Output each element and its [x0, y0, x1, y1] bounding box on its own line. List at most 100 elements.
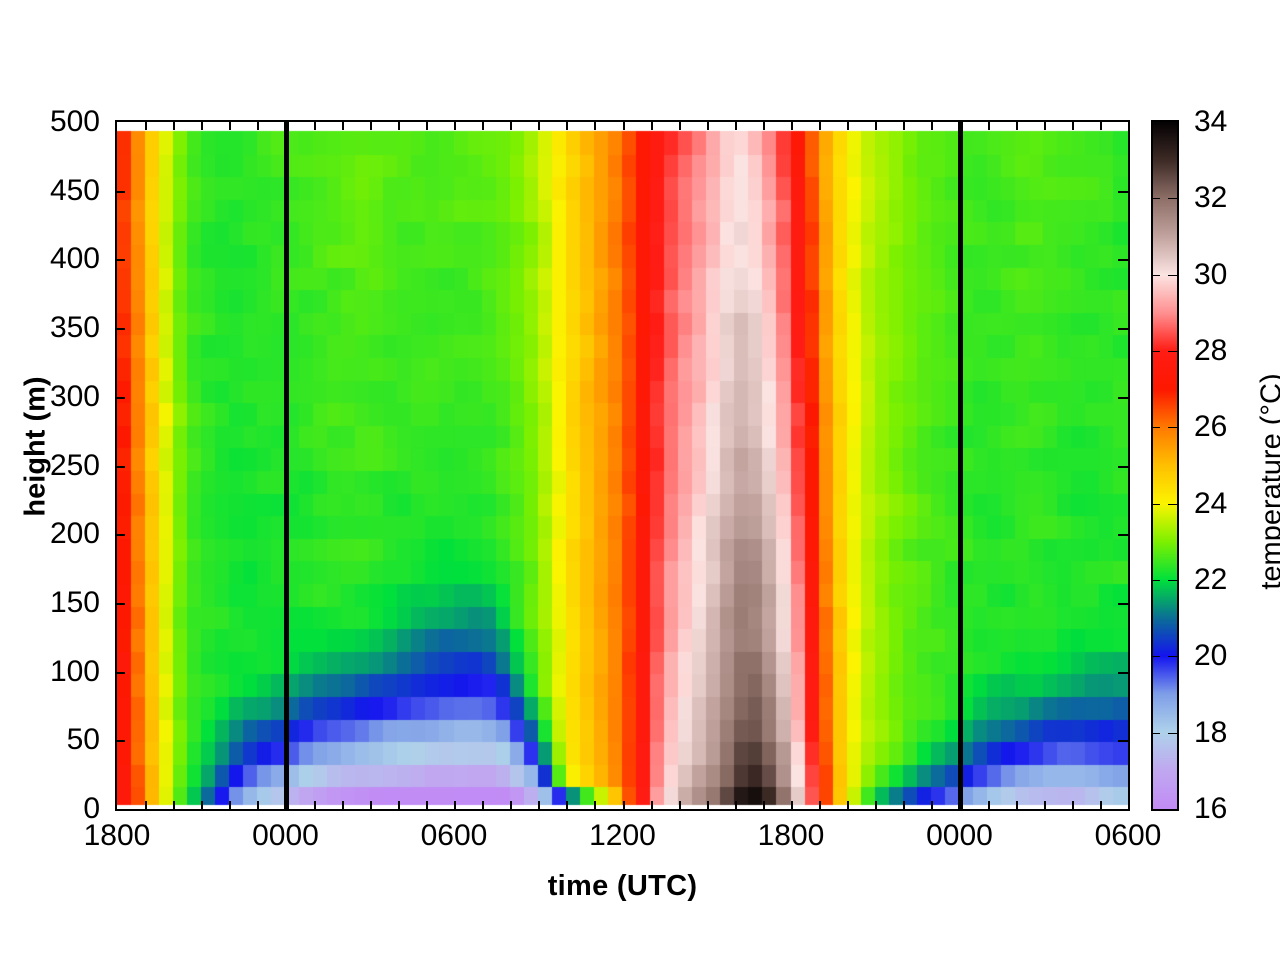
colorbar-tick — [1151, 733, 1160, 734]
y-tick-label: 250 — [0, 451, 118, 481]
x-tick-top — [286, 120, 288, 130]
x-tick-bottom — [623, 801, 625, 811]
x-tick-top — [173, 120, 175, 130]
x-tick-bottom — [903, 801, 905, 811]
x-tick-bottom — [988, 801, 990, 811]
x-axis-title: time (UTC) — [0, 870, 1245, 903]
colorbar-tick-label: 34 — [1194, 107, 1227, 137]
x-tick-bottom — [370, 801, 372, 811]
x-tick-bottom — [257, 801, 259, 811]
y-tick-label: 150 — [0, 588, 118, 618]
x-tick-bottom — [482, 801, 484, 811]
y-tick-right — [1118, 534, 1128, 536]
day-boundary-line — [284, 122, 289, 809]
x-tick-top — [482, 120, 484, 130]
colorbar-tick — [1168, 427, 1177, 428]
x-tick-bottom — [707, 801, 709, 811]
colorbar-tick — [1151, 351, 1160, 352]
colorbar-tick — [1168, 733, 1177, 734]
colorbar — [1151, 120, 1179, 811]
colorbar-tick — [1151, 275, 1160, 276]
colorbar-tick-label: 20 — [1194, 641, 1227, 671]
x-tick-top — [1044, 120, 1046, 130]
colorbar-tick — [1168, 656, 1177, 657]
colorbar-tick-label: 32 — [1194, 183, 1227, 213]
x-tick-top — [1016, 120, 1018, 130]
x-tick-bottom — [763, 801, 765, 811]
x-tick-bottom — [201, 801, 203, 811]
x-tick-top — [398, 120, 400, 130]
y-tick-right — [1118, 740, 1128, 742]
x-tick-top — [426, 120, 428, 130]
x-tick-bottom — [931, 801, 933, 811]
y-tick-label: 350 — [0, 313, 118, 343]
y-tick-label: 100 — [0, 657, 118, 687]
y-tick-right — [1118, 672, 1128, 674]
x-tick-label: 0000 — [226, 818, 346, 854]
temperature-time-height-figure: 1800000006001200180000000600 05010015020… — [0, 0, 1280, 960]
x-tick-bottom — [454, 801, 456, 811]
x-tick-bottom — [1072, 801, 1074, 811]
colorbar-tick — [1168, 198, 1177, 199]
colorbar-tick-label: 28 — [1194, 336, 1227, 366]
x-tick-bottom — [651, 801, 653, 811]
colorbar-tick — [1168, 351, 1177, 352]
x-tick-bottom — [594, 801, 596, 811]
x-tick-top — [454, 120, 456, 130]
y-tick-right — [1118, 603, 1128, 605]
colorbar-tick-label: 16 — [1194, 794, 1227, 824]
x-tick-bottom — [847, 801, 849, 811]
x-tick-bottom — [342, 801, 344, 811]
x-tick-bottom — [1100, 801, 1102, 811]
colorbar-tick-label: 18 — [1194, 718, 1227, 748]
colorbar-tick — [1151, 504, 1160, 505]
x-tick-bottom — [819, 801, 821, 811]
colorbar-tick-label: 22 — [1194, 565, 1227, 595]
x-tick-label: 0600 — [1068, 818, 1188, 854]
x-tick-top — [875, 120, 877, 130]
x-tick-bottom — [173, 801, 175, 811]
x-tick-top — [566, 120, 568, 130]
x-tick-bottom — [538, 801, 540, 811]
x-tick-top — [903, 120, 905, 130]
x-tick-label: 0000 — [900, 818, 1020, 854]
x-tick-bottom — [510, 801, 512, 811]
x-tick-bottom — [286, 801, 288, 811]
x-tick-bottom — [229, 801, 231, 811]
y-tick-label: 0 — [0, 794, 118, 824]
x-tick-top — [960, 120, 962, 130]
x-tick-top — [735, 120, 737, 130]
x-tick-top — [679, 120, 681, 130]
x-tick-top — [342, 120, 344, 130]
x-tick-bottom — [679, 801, 681, 811]
x-tick-top — [538, 120, 540, 130]
x-tick-top — [145, 120, 147, 130]
x-tick-top — [201, 120, 203, 130]
y-tick-label: 400 — [0, 244, 118, 274]
x-tick-top — [707, 120, 709, 130]
y-tick-right — [1118, 466, 1128, 468]
heatmap-image — [117, 122, 1128, 809]
colorbar-tick — [1168, 580, 1177, 581]
colorbar-gradient — [1153, 122, 1177, 809]
colorbar-tick-label: 30 — [1194, 260, 1227, 290]
x-tick-bottom — [960, 801, 962, 811]
x-tick-bottom — [1044, 801, 1046, 811]
x-tick-top — [229, 120, 231, 130]
x-tick-top — [1100, 120, 1102, 130]
colorbar-tick — [1151, 198, 1160, 199]
colorbar-tick — [1168, 504, 1177, 505]
x-tick-bottom — [875, 801, 877, 811]
x-tick-bottom — [566, 801, 568, 811]
x-tick-top — [1072, 120, 1074, 130]
y-tick-label: 50 — [0, 725, 118, 755]
x-tick-bottom — [1016, 801, 1018, 811]
x-tick-top — [257, 120, 259, 130]
x-tick-bottom — [314, 801, 316, 811]
y-axis-title: height (m) — [20, 337, 53, 557]
x-tick-top — [819, 120, 821, 130]
x-tick-top — [931, 120, 933, 130]
y-tick-right — [1118, 191, 1128, 193]
x-tick-top — [594, 120, 596, 130]
colorbar-tick — [1151, 427, 1160, 428]
